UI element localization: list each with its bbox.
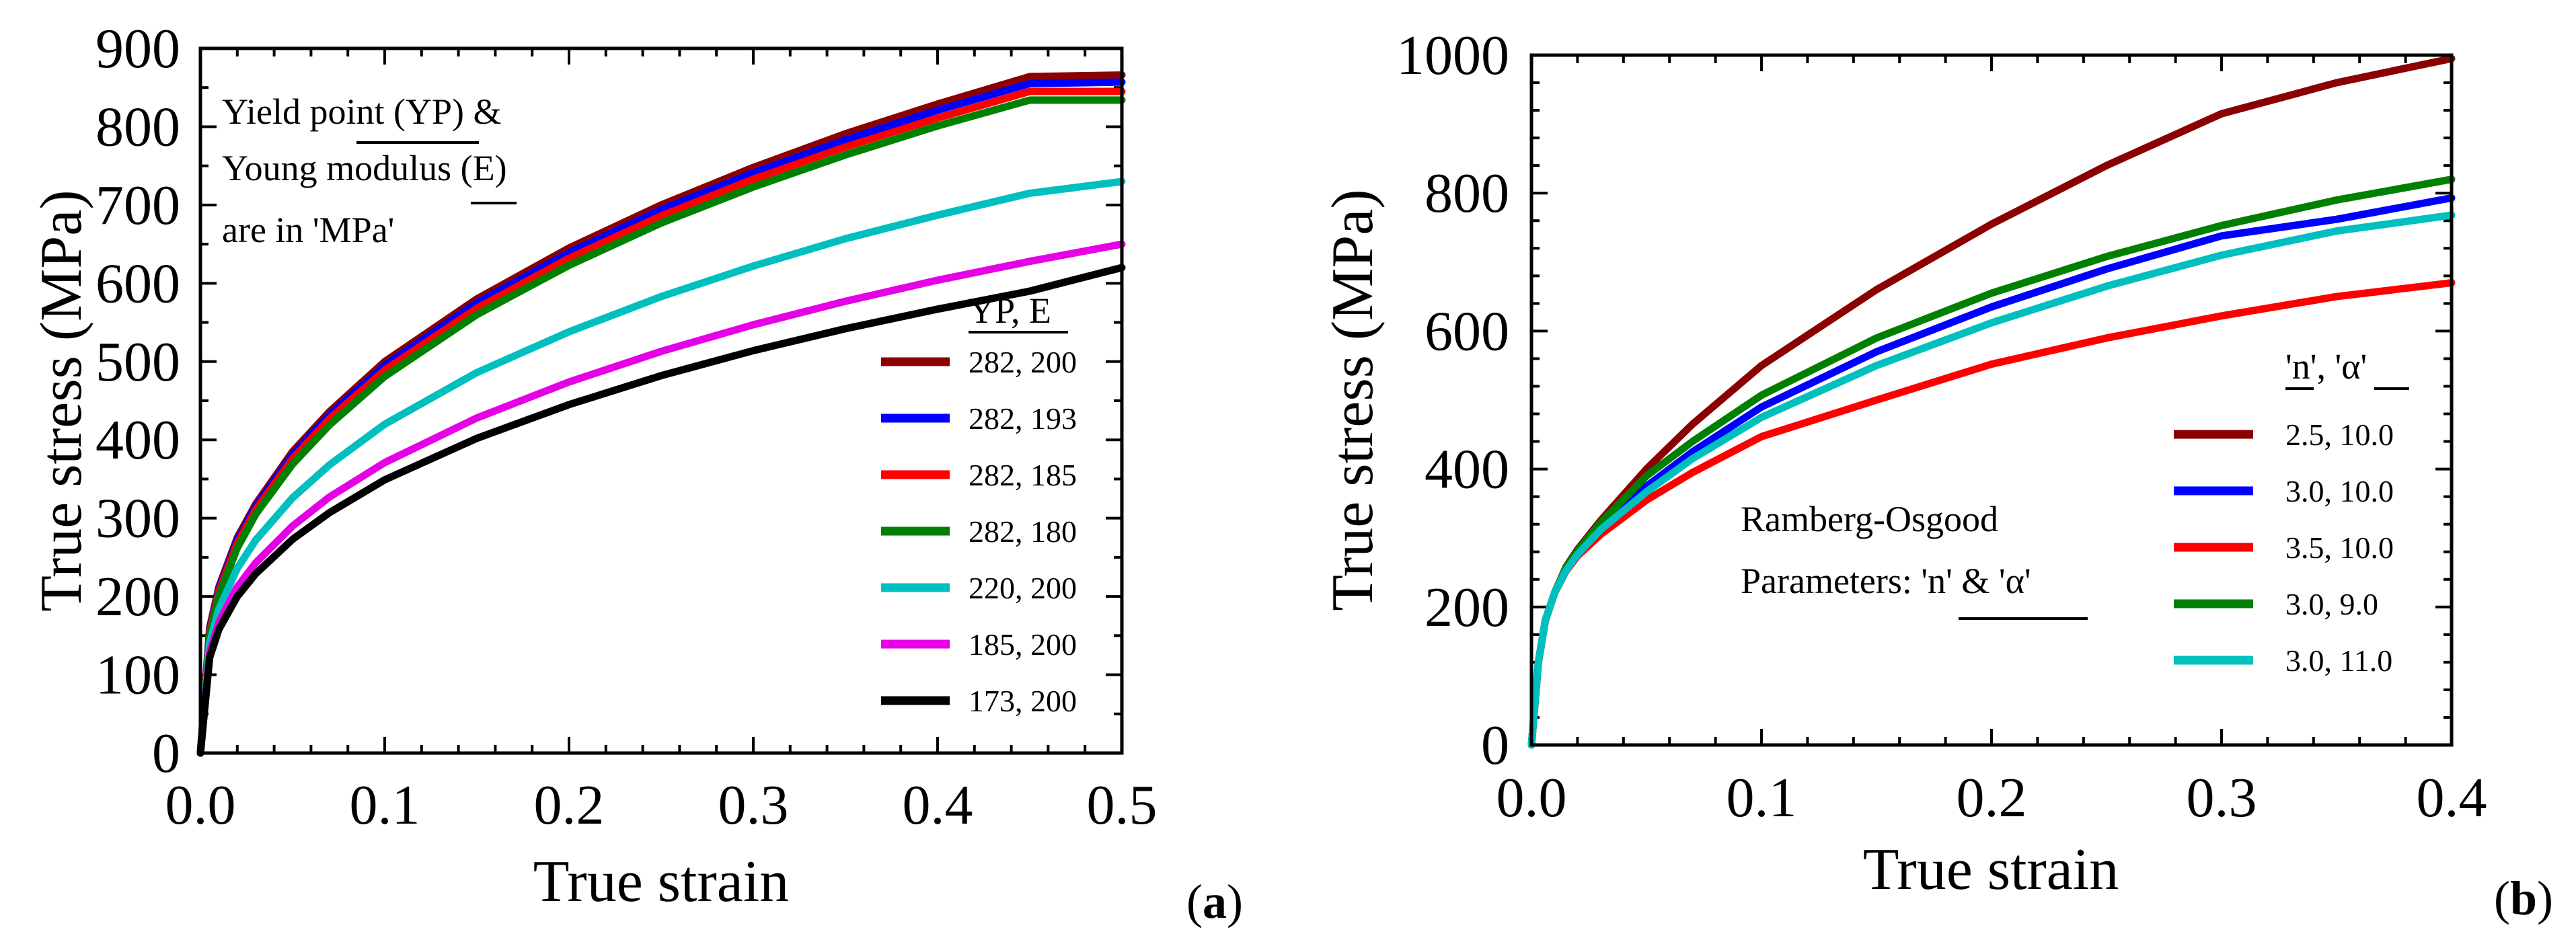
chart-a-y-tick-labels: 0 100 200 300 400 500 600 700 800 900 [96, 17, 180, 785]
chart-b-annotation-line-2: Parameters: 'n' & 'α' [1741, 561, 2031, 601]
chart-a-series-lines [196, 71, 1126, 757]
chart-b-legend-label: 3.0, 10.0 [2285, 474, 2394, 508]
chart-a-legend-label: 220, 200 [969, 571, 1077, 605]
chart-b-legend-label: 3.0, 9.0 [2285, 587, 2378, 621]
chart-a-annotation: Yield point (YP) & Young modulus (E) are… [222, 91, 517, 250]
chart-b-x-tick-label: 0.4 [2417, 766, 2487, 829]
chart-a-legend-label: 173, 200 [969, 684, 1077, 718]
chart-a-y-tick-label: 800 [96, 95, 180, 158]
chart-b-plot-frame [1529, 53, 2454, 747]
chart-b-y-tick-label: 200 [1425, 576, 1509, 639]
chart-b-y-tick-labels: 0 200 400 600 800 1000 [1396, 24, 1509, 777]
panel-a-letter: a [1203, 875, 1227, 929]
chart-b: 0 200 400 600 800 1000 0.0 0.1 0.2 0.3 0.4 True s… [1320, 24, 2487, 902]
chart-a-legend-label: 282, 185 [969, 458, 1077, 492]
chart-a-legend: YP, E 282, 200 282, 193 282, 185 282, 180 22… [881, 290, 1077, 718]
chart-a-y-tick-label: 100 [96, 644, 180, 707]
chart-b-x-tick-label: 0.1 [1727, 766, 1797, 829]
chart-a-x-tick-label: 0.0 [165, 774, 236, 836]
chart-a-y-tick-label: 200 [96, 565, 180, 628]
chart-a-x-axis-title: True strain [533, 849, 790, 914]
panel-b-label: (b) [2494, 871, 2553, 925]
chart-b-legend-label: 3.0, 11.0 [2285, 643, 2392, 678]
chart-b-legend-label: 3.5, 10.0 [2285, 530, 2394, 565]
chart-b-x-axis-title: True strain [1863, 837, 2119, 902]
chart-b-series-lines [1527, 54, 2456, 749]
chart-a-series-line [196, 264, 1126, 757]
chart-b-x-tick-label: 0.2 [1957, 766, 2027, 829]
chart-a-series-line [196, 178, 1126, 757]
chart-a-plot-frame [198, 46, 1124, 755]
chart-a-x-tick-labels: 0.0 0.1 0.2 0.3 0.4 0.5 [165, 774, 1158, 836]
chart-a-legend-title: YP, E [969, 290, 1051, 331]
chart-a-y-tick-label: 600 [96, 252, 180, 315]
chart-a-x-tick-label: 0.5 [1087, 774, 1158, 836]
chart-b-x-tick-label: 0.3 [2187, 766, 2257, 829]
chart-a-legend-label: 185, 200 [969, 627, 1077, 662]
chart-b-y-tick-label: 1000 [1396, 24, 1509, 87]
chart-a-annotation-line-2: Young modulus (E) [222, 148, 507, 188]
chart-b-annotation: Ramberg-Osgood Parameters: 'n' & 'α' [1741, 499, 2088, 620]
chart-a-y-tick-label: 700 [96, 174, 180, 237]
chart-a-legend-label: 282, 200 [969, 345, 1077, 379]
chart-b-y-tick-label: 800 [1425, 162, 1509, 225]
chart-b-x-tick-labels: 0.0 0.1 0.2 0.3 0.4 [1497, 766, 2487, 829]
panel-a-label: (a) [1186, 875, 1243, 929]
panel-b-letter: b [2510, 871, 2537, 925]
chart-b-legend: 'n', 'α' 2.5, 10.0 3.0, 10.0 3.5, 10.0 3.0,… [2174, 346, 2409, 678]
chart-a-x-tick-label: 0.4 [903, 774, 973, 836]
chart-a-y-tick-label: 400 [96, 409, 180, 471]
chart-a-y-tick-label: 900 [96, 17, 180, 80]
chart-a-legend-label: 282, 180 [969, 514, 1077, 549]
chart-a-x-tick-label: 0.1 [350, 774, 420, 836]
chart-a-y-tick-label: 500 [96, 331, 180, 393]
chart-b-y-tick-label: 600 [1425, 300, 1509, 362]
chart-a-legend-entries: 282, 200 282, 193 282, 185 282, 180 220, 200… [881, 345, 1077, 718]
chart-a-y-tick-label: 0 [152, 722, 180, 785]
chart-a-series-line [196, 96, 1126, 757]
chart-a-series-line [196, 240, 1126, 757]
chart-b-series-line [1527, 211, 2456, 749]
chart-a-y-tick-label: 300 [96, 487, 180, 550]
chart-a-annotation-line-3: are in 'MPa' [222, 210, 394, 250]
chart-b-x-tick-label: 0.0 [1497, 766, 1567, 829]
chart-a-y-axis-title: True stress (MPa) [29, 190, 94, 611]
chart-b-legend-title: 'n', 'α' [2285, 346, 2367, 387]
chart-b-annotation-line-1: Ramberg-Osgood [1741, 499, 1998, 539]
chart-b-y-tick-label: 400 [1425, 438, 1509, 501]
chart-a-x-tick-label: 0.2 [534, 774, 605, 836]
chart-a-legend-label: 282, 193 [969, 401, 1077, 436]
chart-b-y-tick-label: 0 [1481, 714, 1509, 777]
chart-a-annotation-line-1: Yield point (YP) & [222, 91, 502, 132]
chart-a-x-tick-label: 0.3 [718, 774, 789, 836]
chart-b-legend-entries: 2.5, 10.0 3.0, 10.0 3.5, 10.0 3.0, 9.0 3.0, … [2174, 418, 2394, 678]
chart-b-y-axis-title: True stress (MPa) [1320, 189, 1386, 611]
chart-b-legend-label: 2.5, 10.0 [2285, 418, 2394, 452]
